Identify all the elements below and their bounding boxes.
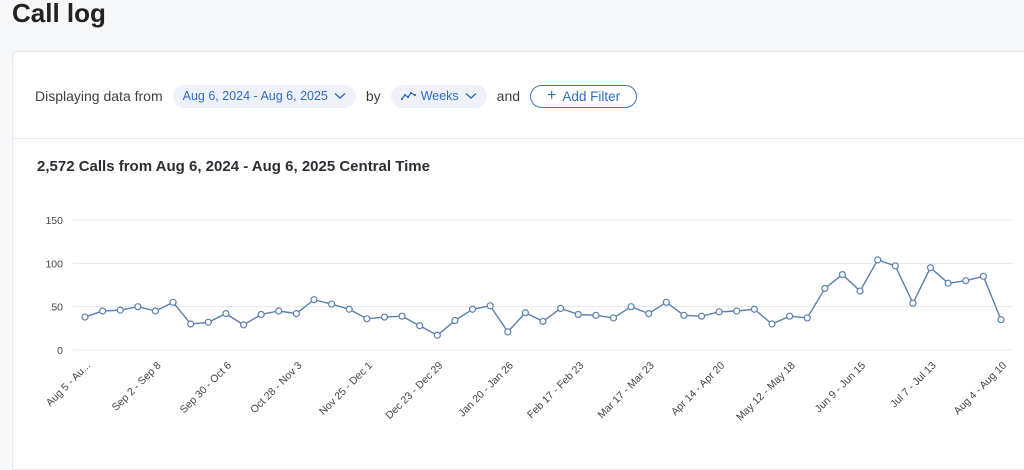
data-point: [627, 303, 635, 311]
data-point: [697, 312, 706, 320]
x-tick-label: Jun 9 - Jun 15: [813, 360, 869, 416]
data-point: [328, 300, 336, 308]
data-point: [574, 310, 582, 319]
data-point: [539, 317, 547, 325]
by-label: by: [365, 88, 381, 104]
date-range-dropdown[interactable]: Aug 6, 2024 - Aug 6, 2025: [172, 84, 356, 108]
data-point: [997, 316, 1005, 324]
x-tick-label: Mar 17 - Mar 23: [596, 360, 657, 421]
data-point: [380, 313, 389, 321]
and-label: and: [496, 88, 521, 104]
data-point: [134, 303, 142, 311]
add-filter-button[interactable]: + Add Filter: [530, 84, 638, 108]
data-point: [187, 320, 195, 328]
chart-title: 2,572 Calls from Aug 6, 2024 - Aug 6, 20…: [37, 158, 430, 175]
data-point: [874, 256, 882, 264]
data-point: [768, 320, 776, 328]
data-point: [521, 309, 529, 317]
x-tick-label: Feb 17 - Feb 23: [525, 360, 586, 421]
filter-bar: Displaying data from Aug 6, 2024 - Aug 6…: [13, 52, 1024, 139]
data-point: [662, 298, 670, 306]
x-tick-label: May 12 - May 18: [734, 360, 798, 424]
data-point: [99, 307, 107, 315]
add-filter-label: Add Filter: [562, 88, 621, 104]
data-point: [592, 311, 600, 319]
data-point: [609, 314, 618, 322]
data-point: [345, 305, 353, 313]
data-point: [715, 308, 723, 316]
data-point: [645, 310, 653, 318]
data-point: [275, 307, 283, 315]
data-point: [363, 315, 371, 323]
x-tick-label: Sep 2 - Sep 8: [110, 360, 164, 414]
data-point: [81, 313, 89, 321]
data-point: [398, 312, 406, 320]
x-tick-label: Sep 30 - Oct 6: [178, 360, 234, 416]
data-point: [821, 284, 829, 293]
data-point: [292, 310, 300, 318]
x-tick-label: Aug 4 - Aug 10: [952, 360, 1010, 418]
y-tick-label: 0: [57, 345, 63, 357]
data-point: [310, 296, 318, 304]
data-point: [803, 314, 811, 322]
data-point: [486, 302, 494, 310]
date-range-value: Aug 6, 2024 - Aug 6, 2025: [182, 89, 328, 103]
y-tick-label: 50: [51, 302, 63, 314]
filter-row: Displaying data from Aug 6, 2024 - Aug 6…: [35, 84, 638, 108]
data-point: [909, 299, 917, 307]
data-point: [962, 277, 970, 285]
data-point: [891, 262, 899, 270]
chevron-down-icon: [334, 92, 346, 99]
y-tick-label: 150: [45, 215, 63, 227]
plus-icon: +: [547, 87, 557, 104]
data-point: [838, 271, 847, 279]
data-point: [856, 287, 864, 295]
page-title: Call log: [12, 0, 106, 28]
trend-line-icon: [400, 91, 416, 101]
data-point: [239, 321, 248, 329]
data-point: [557, 304, 565, 312]
data-point: [204, 318, 212, 326]
data-point: [680, 311, 688, 319]
data-point: [416, 322, 424, 330]
granularity-value: Weeks: [420, 89, 459, 103]
data-point: [786, 312, 794, 320]
data-point: [257, 310, 265, 319]
data-point: [116, 306, 124, 314]
x-tick-label: Nov 25 - Dec 1: [317, 360, 375, 418]
data-point: [169, 298, 177, 306]
data-point: [151, 307, 160, 315]
x-tick-label: Jan 20 - Jan 26: [456, 360, 516, 420]
x-tick-label: Aug 5 - Au...: [44, 360, 93, 409]
x-tick-label: Jul 7 - Jul 13: [888, 360, 939, 411]
filter-prefix-label: Displaying data from: [35, 88, 163, 104]
granularity-dropdown[interactable]: Weeks: [390, 84, 487, 108]
data-point: [222, 310, 230, 318]
data-point: [733, 307, 741, 315]
data-point: [926, 264, 935, 272]
data-point: [750, 305, 758, 313]
data-point: [504, 328, 512, 336]
y-tick-label: 100: [45, 258, 63, 270]
data-point: [433, 331, 441, 339]
data-point: [944, 279, 952, 287]
call-volume-line-chart: 0 50 100 150 Aug 5 - Au... Sep 2 - Sep 8 Sep 3…: [44, 215, 1013, 424]
data-point: [468, 305, 477, 313]
x-tick-label: Oct 28 - Nov 3: [248, 360, 304, 416]
call-log-card: Displaying data from Aug 6, 2024 - Aug 6…: [12, 51, 1024, 470]
chevron-down-icon: [465, 92, 477, 99]
x-tick-label: Apr 14 - Apr 20: [669, 360, 728, 419]
data-point: [451, 316, 459, 325]
x-tick-label: Dec 23 - Dec 29: [383, 360, 445, 422]
data-point: [979, 272, 987, 280]
